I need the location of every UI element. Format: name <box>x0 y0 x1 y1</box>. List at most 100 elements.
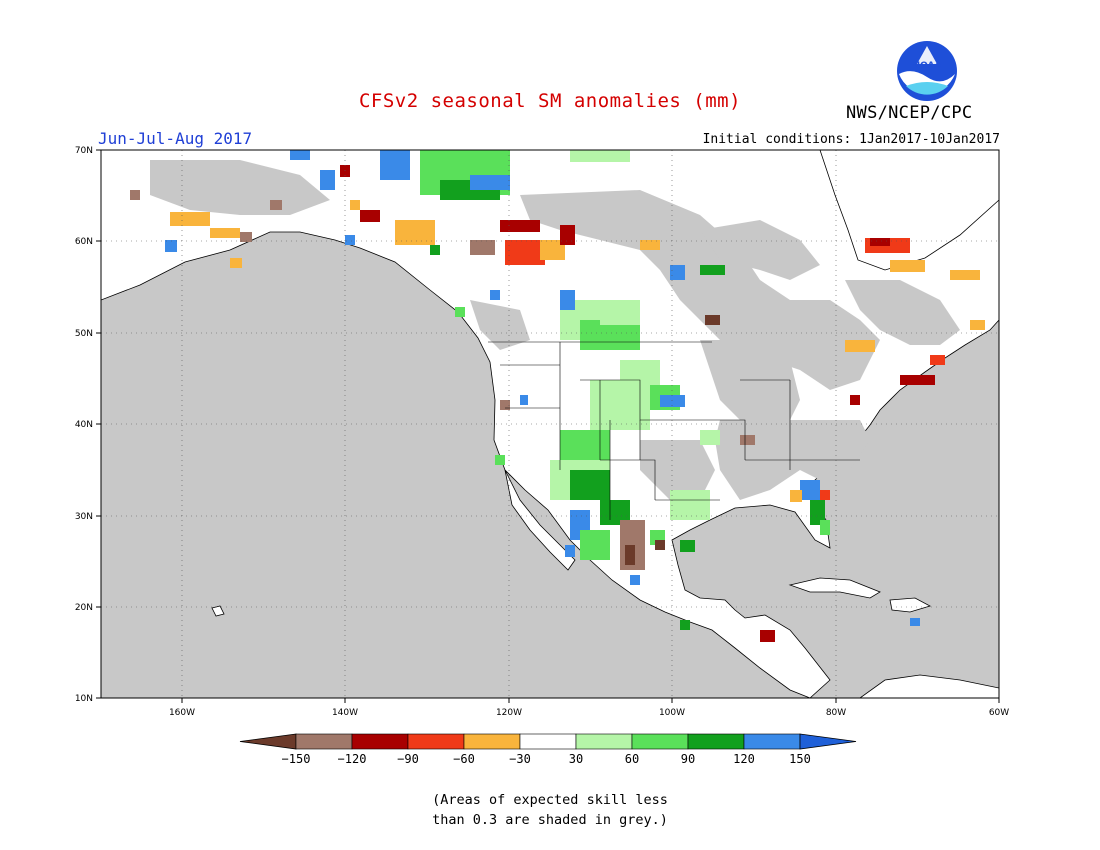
anomaly-cell <box>490 290 500 300</box>
north-america-land <box>101 150 999 698</box>
low-skill-mask <box>150 160 960 510</box>
anomaly-cell <box>625 545 635 565</box>
anomaly-cell <box>470 240 495 255</box>
anomaly-cell <box>680 540 695 552</box>
lat-label: 40N <box>75 420 93 430</box>
lon-label: 100W <box>659 708 685 718</box>
land-masses <box>101 150 999 698</box>
anomaly-cell <box>520 395 528 405</box>
baja-land <box>504 469 576 571</box>
anomaly-cell <box>455 307 465 317</box>
legend-tick-label: 60 <box>625 752 639 766</box>
legend-swatch <box>295 733 353 750</box>
anomaly-cell <box>320 170 335 190</box>
initial-conditions-label: Initial conditions: 1Jan2017-10Jan2017 <box>702 132 1000 147</box>
anomaly-cell <box>640 240 660 250</box>
hispaniola-land <box>889 597 932 613</box>
legend-arrow-low <box>239 733 297 750</box>
agency-label: NWS/NCEP/CPC <box>846 103 973 123</box>
legend-tick-label: 120 <box>733 752 755 766</box>
anomaly-cell <box>930 355 945 365</box>
anomaly-cells <box>130 150 985 642</box>
south-america-land <box>859 674 999 698</box>
lon-label: 80W <box>826 708 846 718</box>
noaa-logo: NOAA <box>897 41 957 101</box>
anomaly-cell <box>600 300 640 325</box>
logo-text: NOAA <box>913 61 942 71</box>
anomaly-cell <box>700 265 725 275</box>
anomaly-cell <box>210 228 240 238</box>
anomaly-cell <box>580 530 610 560</box>
anomaly-cell <box>950 270 980 280</box>
skill-note-line2: than 0.3 are shaded in grey.) <box>432 812 668 828</box>
anomaly-cell <box>870 238 890 246</box>
legend-labels: −150 −120 −90 −60 −30 30 60 90 120 150 <box>282 752 811 766</box>
anomaly-cell <box>630 575 640 585</box>
boundaries <box>488 341 860 520</box>
lon-labels: 160W 140W 120W 100W 80W 60W <box>169 708 1009 718</box>
legend-swatch <box>687 733 745 750</box>
anomaly-cell <box>560 290 575 310</box>
anomaly-cell <box>570 150 630 162</box>
cuba-land <box>788 577 881 599</box>
anomaly-cell <box>705 315 720 325</box>
chart-title: CFSv2 seasonal SM anomalies (mm) <box>358 90 742 112</box>
lat-label: 60N <box>75 237 93 247</box>
legend-swatch <box>519 733 577 750</box>
anomaly-cell <box>800 480 820 500</box>
anomaly-cell <box>360 210 380 222</box>
legend-tick-label: −120 <box>338 752 367 766</box>
lat-label: 50N <box>75 329 93 339</box>
anomaly-cell <box>495 455 505 465</box>
legend-swatch <box>407 733 465 750</box>
anomaly-cell <box>560 225 575 245</box>
anomaly-cell <box>845 340 875 352</box>
lon-label: 120W <box>496 708 522 718</box>
anomaly-cell <box>570 470 610 500</box>
anomaly-cell <box>170 212 210 226</box>
anomaly-cell <box>500 220 540 232</box>
lat-label: 10N <box>75 694 93 704</box>
anomaly-cell <box>670 490 710 520</box>
anomaly-cell <box>890 260 925 272</box>
legend-tick-label: 30 <box>569 752 583 766</box>
lon-label: 160W <box>169 708 195 718</box>
anomaly-cell <box>500 400 510 410</box>
anomaly-cell <box>130 190 140 200</box>
legend-swatch <box>631 733 689 750</box>
anomaly-cell <box>760 630 775 642</box>
anomaly-cell <box>540 240 565 260</box>
lat-labels: 70N 60N 50N 40N 30N 20N 10N <box>75 146 93 704</box>
anomaly-cell <box>670 265 685 280</box>
anomaly-cell <box>790 490 802 502</box>
legend-tick-label: −150 <box>282 752 311 766</box>
legend-tick-label: 150 <box>789 752 811 766</box>
legend-swatch <box>743 733 801 750</box>
anomaly-cell <box>810 500 825 525</box>
anomaly-cell <box>470 175 510 190</box>
anomaly-cell <box>655 540 665 550</box>
anomaly-cell <box>430 245 440 255</box>
legend-swatch <box>351 733 409 750</box>
anomaly-cell <box>910 618 920 626</box>
lat-label: 20N <box>75 603 93 613</box>
anomaly-cell <box>680 620 690 630</box>
anomaly-cell <box>165 240 177 252</box>
anomaly-cell <box>240 232 252 242</box>
anomaly-cell <box>410 230 425 240</box>
anomaly-cell <box>740 435 755 445</box>
lat-label: 70N <box>75 146 93 156</box>
anomaly-cell <box>345 235 355 245</box>
season-label: Jun-Jul-Aug 2017 <box>98 129 253 148</box>
legend-tick-label: −60 <box>453 752 475 766</box>
anomaly-cell <box>350 200 360 210</box>
skill-note-line1: (Areas of expected skill less <box>432 792 668 808</box>
anomaly-cell <box>290 150 310 160</box>
legend-swatches <box>239 733 857 750</box>
axis-ticks <box>96 149 1000 703</box>
lat-label: 30N <box>75 512 93 522</box>
legend-swatch <box>575 733 633 750</box>
anomaly-cell <box>380 150 410 180</box>
